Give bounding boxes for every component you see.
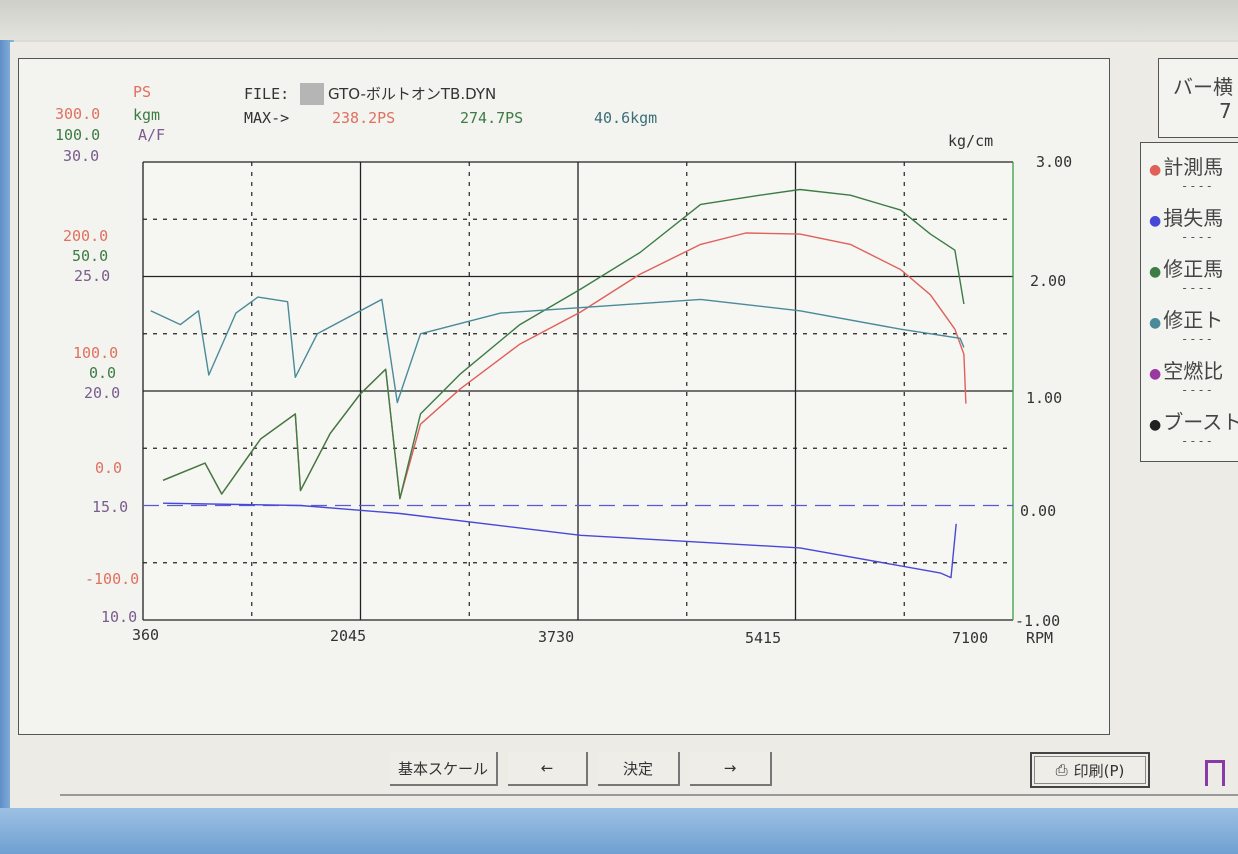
boost-tick: -1.00 [1015, 612, 1061, 630]
max-label: MAX-> [244, 109, 290, 127]
bar-setting-value: 7 [1219, 99, 1232, 123]
legend-value: ---- [1181, 383, 1214, 397]
legend-dot-icon: ● [1149, 366, 1162, 382]
legend-label: 空燃比 [1163, 359, 1224, 383]
max-torque: 40.6kgm [594, 109, 658, 127]
series-line [162, 188, 965, 500]
unit-rpm: RPM [1026, 629, 1054, 647]
series-line [150, 296, 965, 404]
legend-value: ---- [1181, 434, 1214, 448]
kgm-tick: 50.0 [72, 247, 109, 265]
legend-dot-icon: ● [1149, 213, 1162, 229]
boost-tick: 0.00 [1020, 502, 1057, 520]
legend-label: 修正ト [1163, 308, 1224, 332]
legend-value: ---- [1181, 179, 1214, 193]
print-label: 印刷(P) [1073, 761, 1125, 780]
exit-door-icon[interactable] [1205, 760, 1225, 786]
af-tick: 10.0 [101, 608, 138, 626]
af-tick: 30.0 [63, 147, 100, 165]
x-tick: 3730 [538, 628, 575, 646]
boost-tick: 2.00 [1030, 272, 1067, 290]
redacted-block [300, 83, 324, 105]
legend-list: ● 計測馬 ---- ● 損失馬 ---- ● 修正馬 ---- ● 修正ト ---- ● 空燃比 ----… [1140, 142, 1238, 462]
unit-boost: kg/cm [948, 132, 994, 150]
max-corrected-ps: 274.7PS [460, 109, 524, 127]
legend-item[interactable]: ● 修正ト [1149, 304, 1223, 333]
ps-tick: 200.0 [63, 227, 109, 245]
next-button[interactable]: → [690, 752, 772, 786]
legend-dot-icon: ● [1149, 315, 1162, 331]
bar-setting-panel: バー横 7 [1158, 58, 1238, 138]
legend-item[interactable]: ● 空燃比 [1149, 355, 1223, 384]
legend-dot-icon: ● [1149, 264, 1162, 280]
series-line [162, 502, 957, 579]
monitor-bezel [0, 0, 1238, 40]
x-tick: 5415 [745, 629, 782, 647]
legend-label: ブースト [1163, 410, 1238, 434]
print-button[interactable]: ⎙ 印刷(P) [1030, 752, 1150, 788]
boost-tick: 1.00 [1026, 389, 1063, 407]
toolbar-divider [60, 794, 1238, 796]
kgm-tick: 0.0 [89, 364, 117, 382]
x-tick: 360 [132, 626, 160, 644]
legend-dot-icon: ● [1149, 162, 1162, 178]
file-name: GTO-ボルトオンTB.DYN [328, 85, 497, 103]
max-measured-ps: 238.2PS [332, 109, 396, 127]
ps-tick: -100.0 [85, 570, 140, 588]
boost-tick: 3.00 [1036, 153, 1073, 171]
ps-tick: 100.0 [73, 344, 119, 362]
printer-icon: ⎙ [1055, 761, 1068, 779]
legend-label: 修正馬 [1163, 257, 1224, 281]
af-tick: 20.0 [84, 384, 121, 402]
legend-item[interactable]: ● 計測馬 [1149, 151, 1223, 180]
confirm-button[interactable]: 決定 [598, 752, 680, 786]
prev-button[interactable]: ← [508, 752, 588, 786]
legend-value: ---- [1181, 332, 1214, 346]
ps-tick: 300.0 [55, 105, 101, 123]
legend-label: 計測馬 [1163, 155, 1224, 179]
legend-item[interactable]: ● 修正馬 [1149, 253, 1223, 282]
bar-setting-title: バー横 [1173, 75, 1233, 99]
taskbar-area [0, 808, 1238, 854]
af-tick: 25.0 [74, 267, 111, 285]
kgm-tick: 100.0 [55, 126, 101, 144]
x-tick: 2045 [330, 627, 367, 645]
legend-value: ---- [1181, 281, 1214, 295]
unit-ps: PS [133, 83, 152, 101]
file-label: FILE: [244, 85, 290, 103]
legend-item[interactable]: ● ブースト [1149, 406, 1238, 435]
x-tick: 7100 [952, 629, 989, 647]
unit-af: A/F [138, 126, 166, 144]
unit-kgm: kgm [133, 106, 161, 124]
legend-label: 損失馬 [1163, 206, 1224, 230]
legend-item[interactable]: ● 損失馬 [1149, 202, 1223, 231]
basic-scale-button[interactable]: 基本スケール [390, 752, 498, 786]
legend-dot-icon: ● [1149, 417, 1162, 433]
af-tick: 15.0 [92, 498, 129, 516]
legend-value: ---- [1181, 230, 1214, 244]
ps-tick: 0.0 [95, 459, 123, 477]
